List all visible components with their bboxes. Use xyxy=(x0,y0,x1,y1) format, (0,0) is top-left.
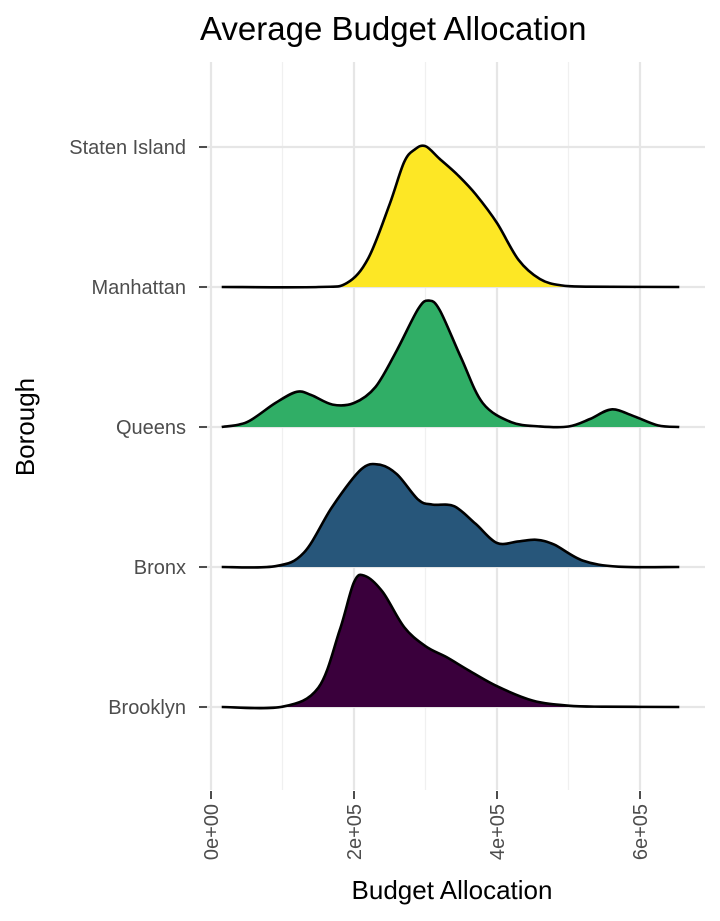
x-tick-label: 0e+00 xyxy=(201,804,223,860)
x-axis-title: Budget Allocation xyxy=(352,875,553,905)
x-tick-label: 4e+05 xyxy=(487,804,509,860)
ridge-fill-bronx xyxy=(221,463,680,568)
ridge-outline-queens xyxy=(221,299,680,429)
ridge-layer xyxy=(221,144,680,710)
x-tick-label: 6e+05 xyxy=(630,804,652,860)
y-tick-label: Bronx xyxy=(134,557,186,579)
ridge-outline-bronx xyxy=(221,462,680,569)
ridge-fill-queens xyxy=(221,300,680,428)
ridge-outline-brooklyn xyxy=(221,573,680,710)
y-tick-label: Staten Island xyxy=(69,137,186,159)
tick-layer: Brooklyn Bronx Queens Manhattan Staten Islan… xyxy=(69,137,652,860)
ridge-fill-manhattan xyxy=(221,145,680,288)
ridge-fill-brooklyn xyxy=(221,574,680,709)
y-tick-label: Queens xyxy=(116,417,186,439)
chart-title: Average Budget Allocation xyxy=(200,10,587,47)
y-axis-title: Borough xyxy=(10,378,40,476)
y-tick-label: Manhattan xyxy=(91,277,186,299)
y-tick-label: Brooklyn xyxy=(108,697,186,719)
x-tick-label: 2e+05 xyxy=(344,804,366,860)
ridge-outline-manhattan xyxy=(221,144,680,289)
